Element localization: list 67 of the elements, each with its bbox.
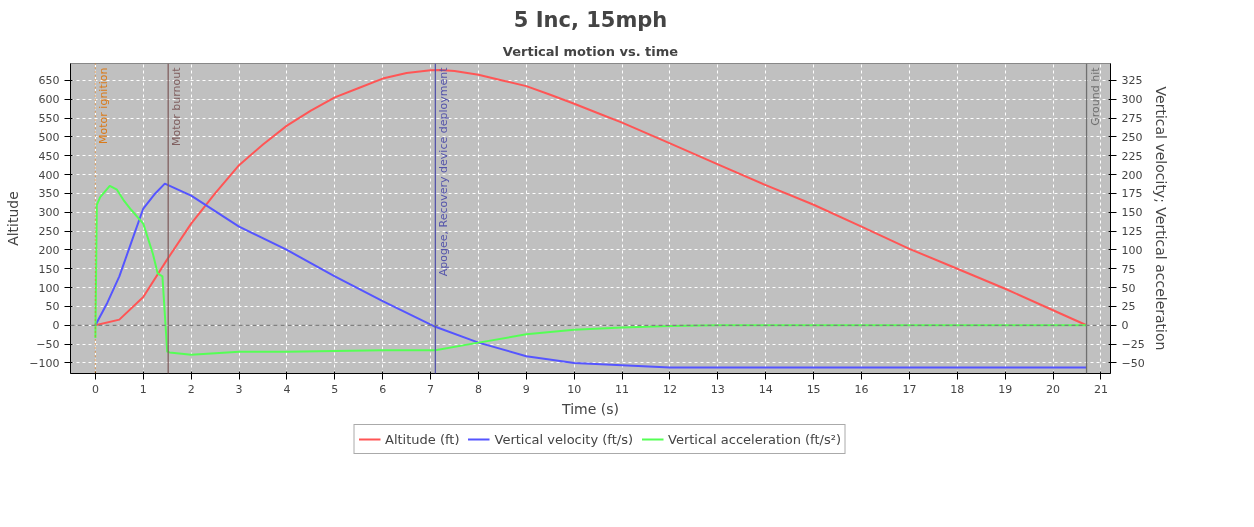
x-tick-label: 4 <box>283 382 291 396</box>
x-tick-label: 18 <box>950 382 965 396</box>
y-tick-label: 400 <box>38 168 60 182</box>
x-tick-label: 9 <box>522 382 530 396</box>
y2-tick-label: 50 <box>1121 281 1136 295</box>
y-tick-label: 300 <box>38 206 60 220</box>
x-tick-label: 14 <box>758 382 773 396</box>
y-axis-title: Altitude <box>5 191 22 246</box>
y-tick-label: 350 <box>38 187 60 201</box>
y2-tick-label: −25 <box>1121 338 1145 352</box>
y2-tick-label: 275 <box>1121 112 1143 126</box>
y-tick-label: 200 <box>38 243 60 257</box>
y2-tick-label: −50 <box>1121 356 1145 370</box>
y-tick-label: 600 <box>38 93 60 107</box>
y-tick-label: 0 <box>52 319 60 333</box>
y-tick-label: 550 <box>38 112 60 126</box>
y2-tick-label: 225 <box>1121 149 1143 163</box>
y-tick-label: 450 <box>38 149 60 163</box>
x-tick-label: 6 <box>379 382 387 396</box>
chart-subtitle: Vertical motion vs. time <box>502 43 679 59</box>
y2-tick-label: 25 <box>1121 300 1136 314</box>
x-tick-label: 21 <box>1093 382 1108 396</box>
y2-tick-label: 100 <box>1121 243 1143 257</box>
y-tick-label: 250 <box>38 225 60 239</box>
chart-title: 5 Inc, 15mph <box>513 7 668 32</box>
x-tick-label: 0 <box>91 382 99 396</box>
y2-tick-label: 200 <box>1121 168 1143 182</box>
legend-label: Vertical velocity (ft/s) <box>494 431 634 447</box>
y2-tick-label: 0 <box>1121 319 1129 333</box>
y-tick-label: 650 <box>38 74 60 88</box>
y2-tick-label: 250 <box>1121 130 1143 144</box>
y-tick-label: −100 <box>29 356 60 370</box>
x-tick-label: 8 <box>474 382 482 396</box>
y-tick-label: −50 <box>36 338 60 352</box>
x-tick-label: 11 <box>615 382 630 396</box>
ref-line-label: Motor ignition <box>97 67 111 144</box>
x-tick-label: 5 <box>331 382 339 396</box>
x-tick-label: 16 <box>854 382 869 396</box>
x-tick-label: 13 <box>710 382 725 396</box>
x-tick-label: 1 <box>139 382 147 396</box>
y-tick-label: 50 <box>45 300 60 314</box>
x-tick-label: 19 <box>998 382 1013 396</box>
x-tick-label: 15 <box>806 382 821 396</box>
x-tick-label: 12 <box>662 382 677 396</box>
legend-label: Vertical acceleration (ft/s²) <box>668 431 841 447</box>
x-tick-label: 10 <box>567 382 582 396</box>
x-tick-label: 7 <box>427 382 435 396</box>
x-axis-title: Time (s) <box>561 400 619 417</box>
y-tick-label: 100 <box>38 281 60 295</box>
y2-tick-label: 175 <box>1121 187 1143 201</box>
ref-line-label: Ground hit <box>1088 66 1102 126</box>
x-tick-label: 2 <box>187 382 195 396</box>
y2-tick-label: 125 <box>1121 225 1143 239</box>
legend-label: Altitude (ft) <box>385 431 460 447</box>
ref-line-label: Motor burnout <box>170 66 184 147</box>
line-series <box>94 68 1088 327</box>
y-tick-label: 500 <box>38 130 60 144</box>
y2-axis-title: Vertical velocity; Vertical acceleration <box>1152 86 1169 351</box>
x-tick-label: 3 <box>235 382 243 396</box>
y2-tick-label: 325 <box>1121 74 1143 88</box>
y2-tick-label: 75 <box>1121 262 1136 276</box>
ref-line-label: Apogee, Recovery device deployment <box>437 66 451 277</box>
y-tick-label: 150 <box>38 262 60 276</box>
y2-tick-label: 150 <box>1121 206 1143 220</box>
x-tick-label: 20 <box>1046 382 1061 396</box>
x-tick-label: 17 <box>902 382 917 396</box>
y2-tick-label: 300 <box>1121 93 1143 107</box>
